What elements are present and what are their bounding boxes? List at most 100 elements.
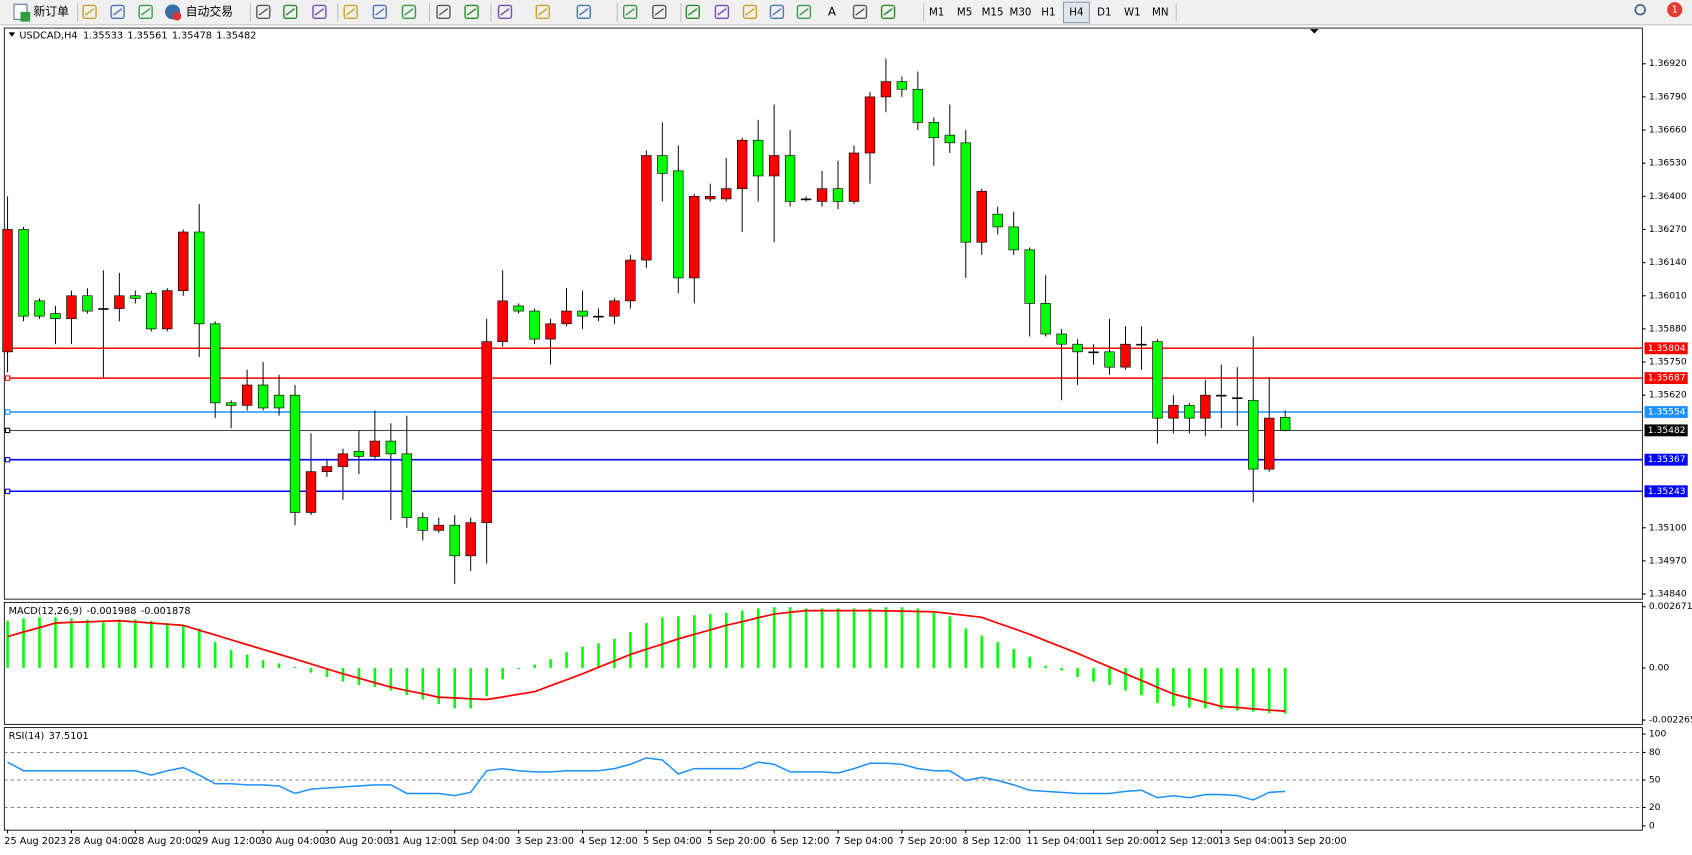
- y-tick-label: 1.36010: [1649, 290, 1687, 301]
- candle-body: [1056, 333, 1067, 345]
- tool-button[interactable]: [497, 4, 513, 20]
- auto-trading-label[interactable]: 自动交易: [186, 4, 233, 18]
- tool-button[interactable]: [742, 4, 758, 20]
- macd-bar: [1060, 668, 1063, 671]
- tool-button[interactable]: [880, 4, 896, 20]
- tool-button[interactable]: [436, 4, 451, 20]
- auto-trading-button[interactable]: 自动交易: [165, 4, 233, 21]
- tool-icon-stroke: [500, 8, 510, 16]
- candle-body: [465, 522, 476, 557]
- notification-count[interactable]: 1: [1672, 5, 1678, 16]
- price-level-tag: [1644, 342, 1688, 355]
- tool-button[interactable]: [343, 4, 358, 20]
- timeframe-label[interactable]: M1: [929, 6, 944, 18]
- tool-icon: [714, 4, 730, 20]
- candle-body: [449, 524, 460, 557]
- candle-body: [896, 81, 908, 90]
- candle-body: [1008, 226, 1019, 251]
- candle-body: [289, 394, 301, 513]
- tool-button[interactable]: [256, 4, 271, 20]
- chart-title: USDCAD,H4: [19, 31, 77, 42]
- macd-bar: [804, 608, 808, 669]
- search-button[interactable]: [1634, 4, 1646, 16]
- timeframe-label[interactable]: M30: [1010, 6, 1032, 18]
- new-order-label[interactable]: 新订单: [33, 4, 69, 18]
- macd-bar: [708, 614, 712, 669]
- y-tick-label: 0.00: [1649, 663, 1670, 674]
- y-tick-label: 1.35750: [1649, 357, 1687, 368]
- tool-button[interactable]: [535, 4, 550, 20]
- new-order-button[interactable]: 新订单: [13, 3, 69, 22]
- tool-button[interactable]: [576, 4, 591, 20]
- tool-icon-stroke: [654, 8, 665, 16]
- tool-button[interactable]: [769, 4, 785, 20]
- macd-bar: [740, 610, 744, 669]
- candle-body: [353, 450, 365, 457]
- text-tool[interactable]: A: [828, 4, 837, 18]
- rsi-title: RSI(14): [9, 731, 45, 742]
- tool-button[interactable]: [372, 4, 388, 20]
- candle-body: [1168, 405, 1179, 419]
- tool-button[interactable]: [283, 4, 298, 20]
- y-tick-label: 100: [1649, 729, 1667, 740]
- tool-icon: [401, 4, 417, 20]
- tool-button[interactable]: [401, 4, 417, 20]
- timeframe-label[interactable]: M5: [957, 6, 972, 18]
- tool-icon: [436, 4, 451, 20]
- timeframe-button[interactable]: [1062, 1, 1090, 24]
- macd-bar: [1092, 668, 1095, 682]
- candle-body: [1072, 343, 1083, 353]
- macd-bar: [341, 668, 345, 682]
- tool-icon: [623, 4, 638, 20]
- macd-title: MACD(12,26,9): [9, 606, 83, 617]
- timeframe-label[interactable]: H4: [1069, 6, 1083, 18]
- tool-button[interactable]: [685, 4, 700, 20]
- tool-button[interactable]: [714, 4, 730, 20]
- candle-body: [561, 310, 572, 325]
- timeframe-label[interactable]: D1: [1097, 6, 1111, 18]
- timeframe-label[interactable]: M15: [982, 6, 1004, 18]
- tool-button[interactable]: [110, 4, 125, 20]
- tool-button[interactable]: [464, 4, 479, 20]
- candle-body: [800, 198, 812, 201]
- macd-bar: [1140, 668, 1143, 696]
- candle-body: [369, 440, 381, 457]
- macd-bar: [677, 616, 680, 669]
- macd-bar: [948, 616, 952, 669]
- tool-button[interactable]: [138, 4, 153, 20]
- signal-value: -0.001878: [141, 606, 191, 617]
- x-tick-label: 11 Sep 20:00: [1090, 836, 1155, 847]
- macd-bar: [501, 668, 504, 680]
- tool-button[interactable]: [82, 4, 97, 20]
- candle-body: [641, 155, 652, 261]
- tool-button[interactable]: [623, 4, 638, 20]
- candle-body: [721, 188, 732, 200]
- y-tick-label: 0.002671: [1649, 601, 1692, 612]
- tool-icon-stroke: [84, 8, 95, 16]
- candle-body: [880, 81, 892, 98]
- candle-body: [545, 323, 556, 340]
- macd-bar: [181, 625, 185, 669]
- timeframe-label[interactable]: W1: [1124, 6, 1141, 18]
- tool-icon-stroke: [717, 8, 727, 16]
- candle-body: [529, 310, 540, 340]
- tool-button[interactable]: [312, 4, 327, 20]
- timeframe-label[interactable]: H1: [1041, 6, 1055, 18]
- timeframe-label[interactable]: MN: [1152, 6, 1169, 18]
- tool-icon-stroke: [404, 8, 414, 16]
- macd-bar: [1076, 668, 1079, 677]
- x-tick-label: 5 Sep 04:00: [643, 836, 702, 847]
- candle-body: [1104, 351, 1115, 368]
- x-tick-label: 1 Sep 04:00: [451, 836, 510, 847]
- tool-button[interactable]: [652, 4, 667, 20]
- tool-button[interactable]: [796, 4, 812, 20]
- tool-icon: [769, 4, 785, 20]
- tool-icon: [852, 4, 868, 20]
- macd-bar: [1124, 668, 1127, 691]
- macd-bar: [884, 607, 888, 669]
- tool-button[interactable]: [852, 4, 868, 20]
- notification-badge[interactable]: [1667, 2, 1683, 18]
- macd-bar: [549, 659, 552, 669]
- tool-icon-stroke: [314, 8, 325, 16]
